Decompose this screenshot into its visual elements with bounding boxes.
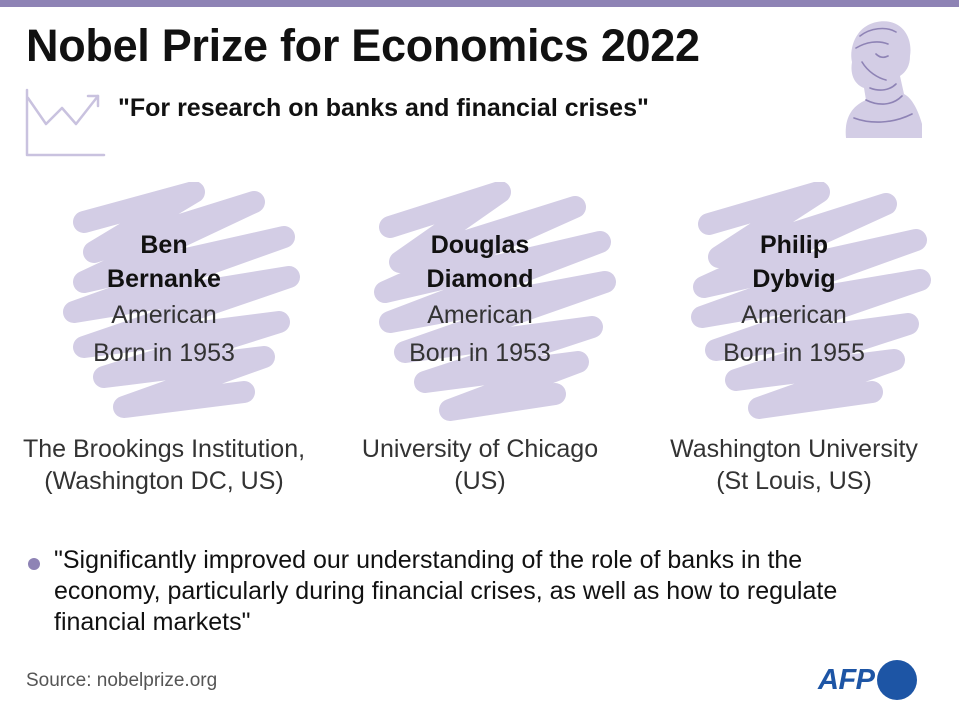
laureate-institution: University of Chicago (US) bbox=[310, 433, 650, 497]
laureate-last-name: Dybvig bbox=[752, 265, 836, 293]
trend-line-icon bbox=[25, 88, 106, 157]
laureate-birth-year: Born in 1955 bbox=[723, 339, 865, 367]
laureate-card: Douglas Diamond American Born in 1953 bbox=[330, 182, 630, 422]
laureate-birth-year: Born in 1953 bbox=[409, 339, 551, 367]
institution-line: (US) bbox=[454, 467, 506, 495]
afp-logo-circle-icon bbox=[876, 660, 917, 700]
laureate-nationality: American bbox=[111, 301, 217, 329]
institution-line: The Brookings Institution, bbox=[22, 435, 306, 463]
page-title: Nobel Prize for Economics 2022 bbox=[26, 20, 700, 71]
laureate-info: Philip Dybvig American Born in 1955 bbox=[644, 228, 944, 372]
laureate-info: Douglas Diamond American Born in 1953 bbox=[330, 228, 630, 372]
afp-logo-text: AFP bbox=[818, 663, 875, 696]
laureate-info: Ben Bernanke American Born in 1953 bbox=[14, 228, 314, 372]
laureate-first-name: Douglas bbox=[430, 231, 530, 259]
source-credit: Source: nobelprize.org bbox=[26, 670, 218, 691]
scribble-background bbox=[691, 182, 931, 419]
afp-logo: AFP bbox=[818, 658, 917, 702]
laureate-first-name: Philip bbox=[759, 231, 829, 259]
laureate-first-name: Ben bbox=[140, 231, 188, 259]
laureate-card: Philip Dybvig American Born in 1955 bbox=[644, 182, 944, 422]
laureate-name: Ben Bernanke bbox=[84, 228, 244, 296]
laureate-card: Ben Bernanke American Born in 1953 bbox=[14, 182, 314, 422]
laureate-birth-year: Born in 1953 bbox=[93, 339, 235, 367]
institution-line: (Washington DC, US) bbox=[44, 467, 284, 495]
laureate-name: Philip Dybvig bbox=[714, 228, 874, 296]
prize-citation: "For research on banks and financial cri… bbox=[118, 94, 649, 122]
committee-quote: "Significantly improved our understandin… bbox=[54, 546, 838, 636]
alfred-nobel-portrait-icon bbox=[845, 21, 922, 138]
laureate-last-name: Bernanke bbox=[107, 265, 221, 293]
bullet-dot-icon bbox=[28, 558, 40, 570]
institution-line: (St Louis, US) bbox=[716, 467, 872, 495]
laureate-nationality: American bbox=[741, 301, 847, 329]
laureate-last-name: Diamond bbox=[426, 265, 534, 293]
laureate-nationality: American bbox=[427, 301, 533, 329]
laureate-institution: Washington University (St Louis, US) bbox=[624, 433, 959, 497]
laureate-institution: The Brookings Institution, (Washington D… bbox=[0, 433, 334, 497]
scribble-background bbox=[374, 182, 616, 421]
top-accent-bar bbox=[0, 0, 959, 7]
laureate-name: Douglas Diamond bbox=[400, 228, 560, 296]
scribble-background bbox=[63, 182, 300, 418]
institution-line: Washington University bbox=[670, 435, 918, 463]
institution-line: University of Chicago bbox=[361, 435, 599, 463]
